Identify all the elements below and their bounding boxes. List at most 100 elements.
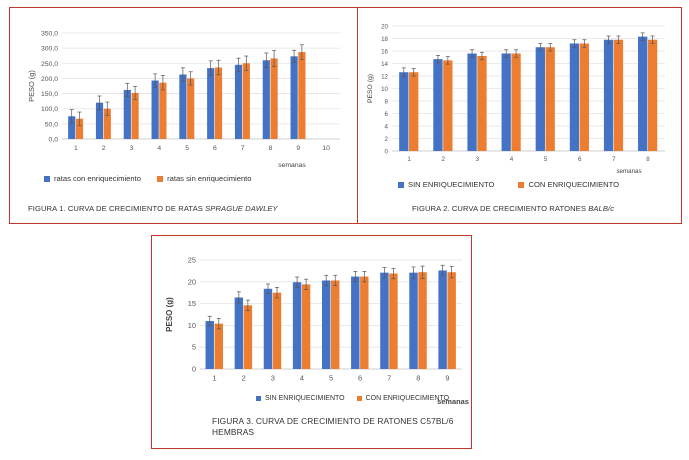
x-axis-label: semanas bbox=[437, 397, 469, 406]
chart-2-legend: SIN ENRIQUECIMIENTO CON ENRIQUECIMIENTO bbox=[398, 180, 633, 189]
bar bbox=[103, 108, 111, 139]
bar bbox=[331, 280, 340, 369]
bar bbox=[243, 305, 253, 369]
bar bbox=[234, 297, 244, 369]
bar bbox=[123, 89, 131, 139]
bar bbox=[321, 280, 331, 369]
bar bbox=[467, 53, 477, 151]
x-tick-label: 6 bbox=[358, 373, 362, 382]
figure-2-panel: 0 2 4 6 8 10 12 14 16 18 20 PESO (g) 1 2 3 4 5 6 7 8 semanas… bbox=[357, 7, 682, 224]
bar bbox=[68, 116, 76, 139]
bar bbox=[380, 272, 389, 369]
bar bbox=[75, 118, 84, 139]
y-tick-label: 5 bbox=[192, 343, 196, 352]
y-tick-label: 300,0 bbox=[41, 46, 58, 53]
growth-chart-sprague-dawley: 0,0 50,0 100,0 150,0 200,0 250,0 300,0 350,0 PES… bbox=[27, 31, 340, 169]
x-tick-label: 6 bbox=[213, 145, 217, 152]
legend-swatch-blue bbox=[256, 395, 261, 401]
bar bbox=[207, 68, 215, 139]
x-tick-label: 1 bbox=[74, 145, 78, 152]
bar bbox=[579, 43, 589, 151]
bar bbox=[535, 47, 545, 151]
y-axis-label: PESO (g) bbox=[367, 74, 374, 103]
bar bbox=[298, 52, 306, 139]
legend-item-series-2: CON ENRIQUECIMIENTO bbox=[518, 180, 619, 189]
bar bbox=[234, 64, 243, 139]
bar bbox=[270, 58, 278, 139]
legend-label: SIN ENRIQUECIMIENTO bbox=[265, 395, 345, 402]
x-tick-label: 5 bbox=[185, 145, 189, 152]
legend-label: ratas con enriquecimiento bbox=[54, 174, 141, 183]
x-tick-label: 5 bbox=[329, 373, 333, 382]
legend-item-series-1: ratas con enriquecimiento bbox=[44, 174, 141, 183]
y-tick-label: 350,0 bbox=[41, 31, 58, 38]
figure-2-caption: FIGURA 2. CURVA DE CRECIMIENTO RATONES B… bbox=[412, 204, 615, 213]
chart-3-legend: SIN ENRIQUECIMIENTO CON ENRIQUECIMIENTO bbox=[256, 395, 463, 402]
bar bbox=[351, 276, 360, 369]
y-tick-label: 50,0 bbox=[45, 121, 58, 128]
bar bbox=[569, 43, 580, 151]
legend-label: SIN ENRIQUECIMIENTO bbox=[408, 180, 495, 189]
bar bbox=[263, 288, 273, 369]
bar bbox=[399, 72, 409, 151]
bar bbox=[447, 272, 456, 369]
y-axis-label: PESO (g) bbox=[27, 70, 36, 102]
y-tick-label: 12 bbox=[381, 74, 388, 81]
bar bbox=[151, 80, 159, 139]
bar bbox=[360, 276, 369, 369]
y-tick-label: 0,0 bbox=[49, 137, 59, 144]
bar bbox=[613, 39, 624, 151]
x-tick-label: 4 bbox=[510, 156, 514, 163]
legend-item-series-1: SIN ENRIQUECIMIENTO bbox=[256, 395, 345, 402]
bar bbox=[292, 282, 302, 369]
y-tick-label: 15 bbox=[188, 299, 196, 308]
y-tick-label: 16 bbox=[381, 49, 388, 56]
y-tick-label: 14 bbox=[381, 61, 388, 68]
figure-3-panel: 0 5 10 15 20 25 PESO (g) 1 2 3 4 5 6 7 8 9 semanas SIN E… bbox=[151, 235, 472, 449]
x-tick-label: 2 bbox=[242, 373, 246, 382]
figure-1-caption: FIGURA 1. CURVA DE CRECIMIENTO DE RATAS … bbox=[28, 204, 278, 213]
legend-item-series-2: ratas sin enriquecimiento bbox=[157, 174, 252, 183]
x-tick-label: 9 bbox=[445, 373, 449, 382]
bar bbox=[242, 63, 250, 139]
y-tick-label: 8 bbox=[385, 99, 389, 106]
y-tick-label: 4 bbox=[385, 124, 389, 131]
legend-label: CON ENRIQUECIMIENTO bbox=[528, 180, 620, 189]
y-tick-label: 0 bbox=[385, 149, 389, 156]
bar bbox=[214, 67, 223, 139]
bar bbox=[409, 272, 418, 369]
bar bbox=[290, 56, 298, 139]
y-tick-label: 0 bbox=[192, 365, 196, 374]
figure-1-panel: 0,0 50,0 100,0 150,0 200,0 250,0 300,0 350,0 PES… bbox=[9, 7, 358, 224]
y-tick-label: 2 bbox=[385, 136, 389, 143]
bar bbox=[545, 47, 555, 151]
bar bbox=[389, 273, 398, 369]
chart-1-legend: ratas con enriquecimiento ratas sin enri… bbox=[44, 174, 266, 183]
x-tick-label: 7 bbox=[387, 373, 391, 382]
y-tick-label: 250,0 bbox=[41, 61, 58, 68]
growth-chart-c57bl6: 0 5 10 15 20 25 PESO (g) 1 2 3 4 5 6 7 8 9 semanas bbox=[165, 256, 469, 407]
x-tick-label: 1 bbox=[407, 156, 411, 163]
bar bbox=[418, 272, 427, 369]
y-tick-label: 18 bbox=[381, 36, 388, 43]
legend-label: CON ENRIQUECIMIENTO bbox=[365, 395, 450, 402]
legend-swatch-orange bbox=[356, 395, 362, 401]
x-tick-label: 4 bbox=[300, 373, 304, 382]
bar bbox=[214, 323, 223, 369]
y-tick-label: 10 bbox=[188, 321, 196, 330]
legend-swatch-blue bbox=[44, 176, 50, 182]
bar bbox=[603, 39, 614, 151]
x-tick-label: 5 bbox=[544, 156, 548, 163]
y-tick-label: 100,0 bbox=[41, 106, 58, 113]
bar bbox=[647, 39, 658, 151]
bar bbox=[501, 53, 511, 151]
bar bbox=[409, 72, 419, 151]
bar bbox=[95, 102, 104, 139]
x-tick-label: 8 bbox=[269, 145, 273, 152]
bar bbox=[262, 60, 270, 139]
x-tick-label: 2 bbox=[441, 156, 445, 163]
bar bbox=[187, 78, 195, 139]
legend-swatch-orange bbox=[157, 176, 164, 182]
legend-swatch-orange bbox=[518, 182, 525, 188]
